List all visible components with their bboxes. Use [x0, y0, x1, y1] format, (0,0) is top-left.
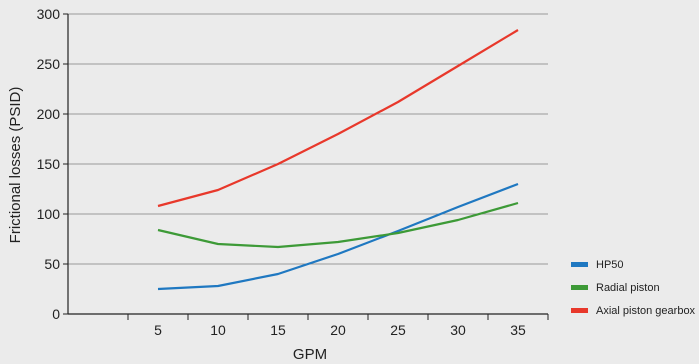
legend-label: Radial piston	[596, 282, 660, 294]
y-tick-label: 100	[37, 206, 61, 222]
legend-swatch	[571, 285, 588, 290]
x-tick-label: 30	[450, 322, 466, 338]
x-tick-label: 20	[330, 322, 346, 338]
series-lines	[157, 29, 519, 291]
legend: HP50 Radial piston Axial piston gearbox	[571, 259, 696, 317]
legend-swatch	[571, 308, 588, 313]
legend-label: HP50	[596, 259, 624, 271]
y-tick-label: 250	[37, 56, 61, 72]
y-tick-label: 200	[37, 106, 61, 122]
legend-swatch	[571, 262, 588, 267]
y-tick-label: 0	[52, 306, 60, 322]
x-tick-label: 25	[390, 322, 406, 338]
x-tick-label: 35	[510, 322, 526, 338]
y-axis-title: Frictional losses (PSID)	[7, 87, 24, 244]
y-tick-label: 150	[37, 156, 61, 172]
legend-label: Axial piston gearbox	[596, 305, 696, 317]
y-axis-ticks: 0 50 100 150 200 250 300	[37, 6, 68, 322]
gridlines	[68, 13, 548, 265]
x-tick-label: 15	[270, 322, 286, 338]
y-tick-label: 300	[37, 6, 61, 22]
series-line	[157, 29, 519, 208]
series-line	[157, 182, 519, 291]
x-axis-title: GPM	[293, 346, 327, 363]
series-line	[157, 201, 519, 249]
x-axis-ticks: 5 10 15 20 25 30 35	[127, 314, 549, 338]
x-tick-label: 5	[154, 322, 162, 338]
x-tick-label: 10	[210, 322, 226, 338]
y-tick-label: 50	[44, 256, 60, 272]
